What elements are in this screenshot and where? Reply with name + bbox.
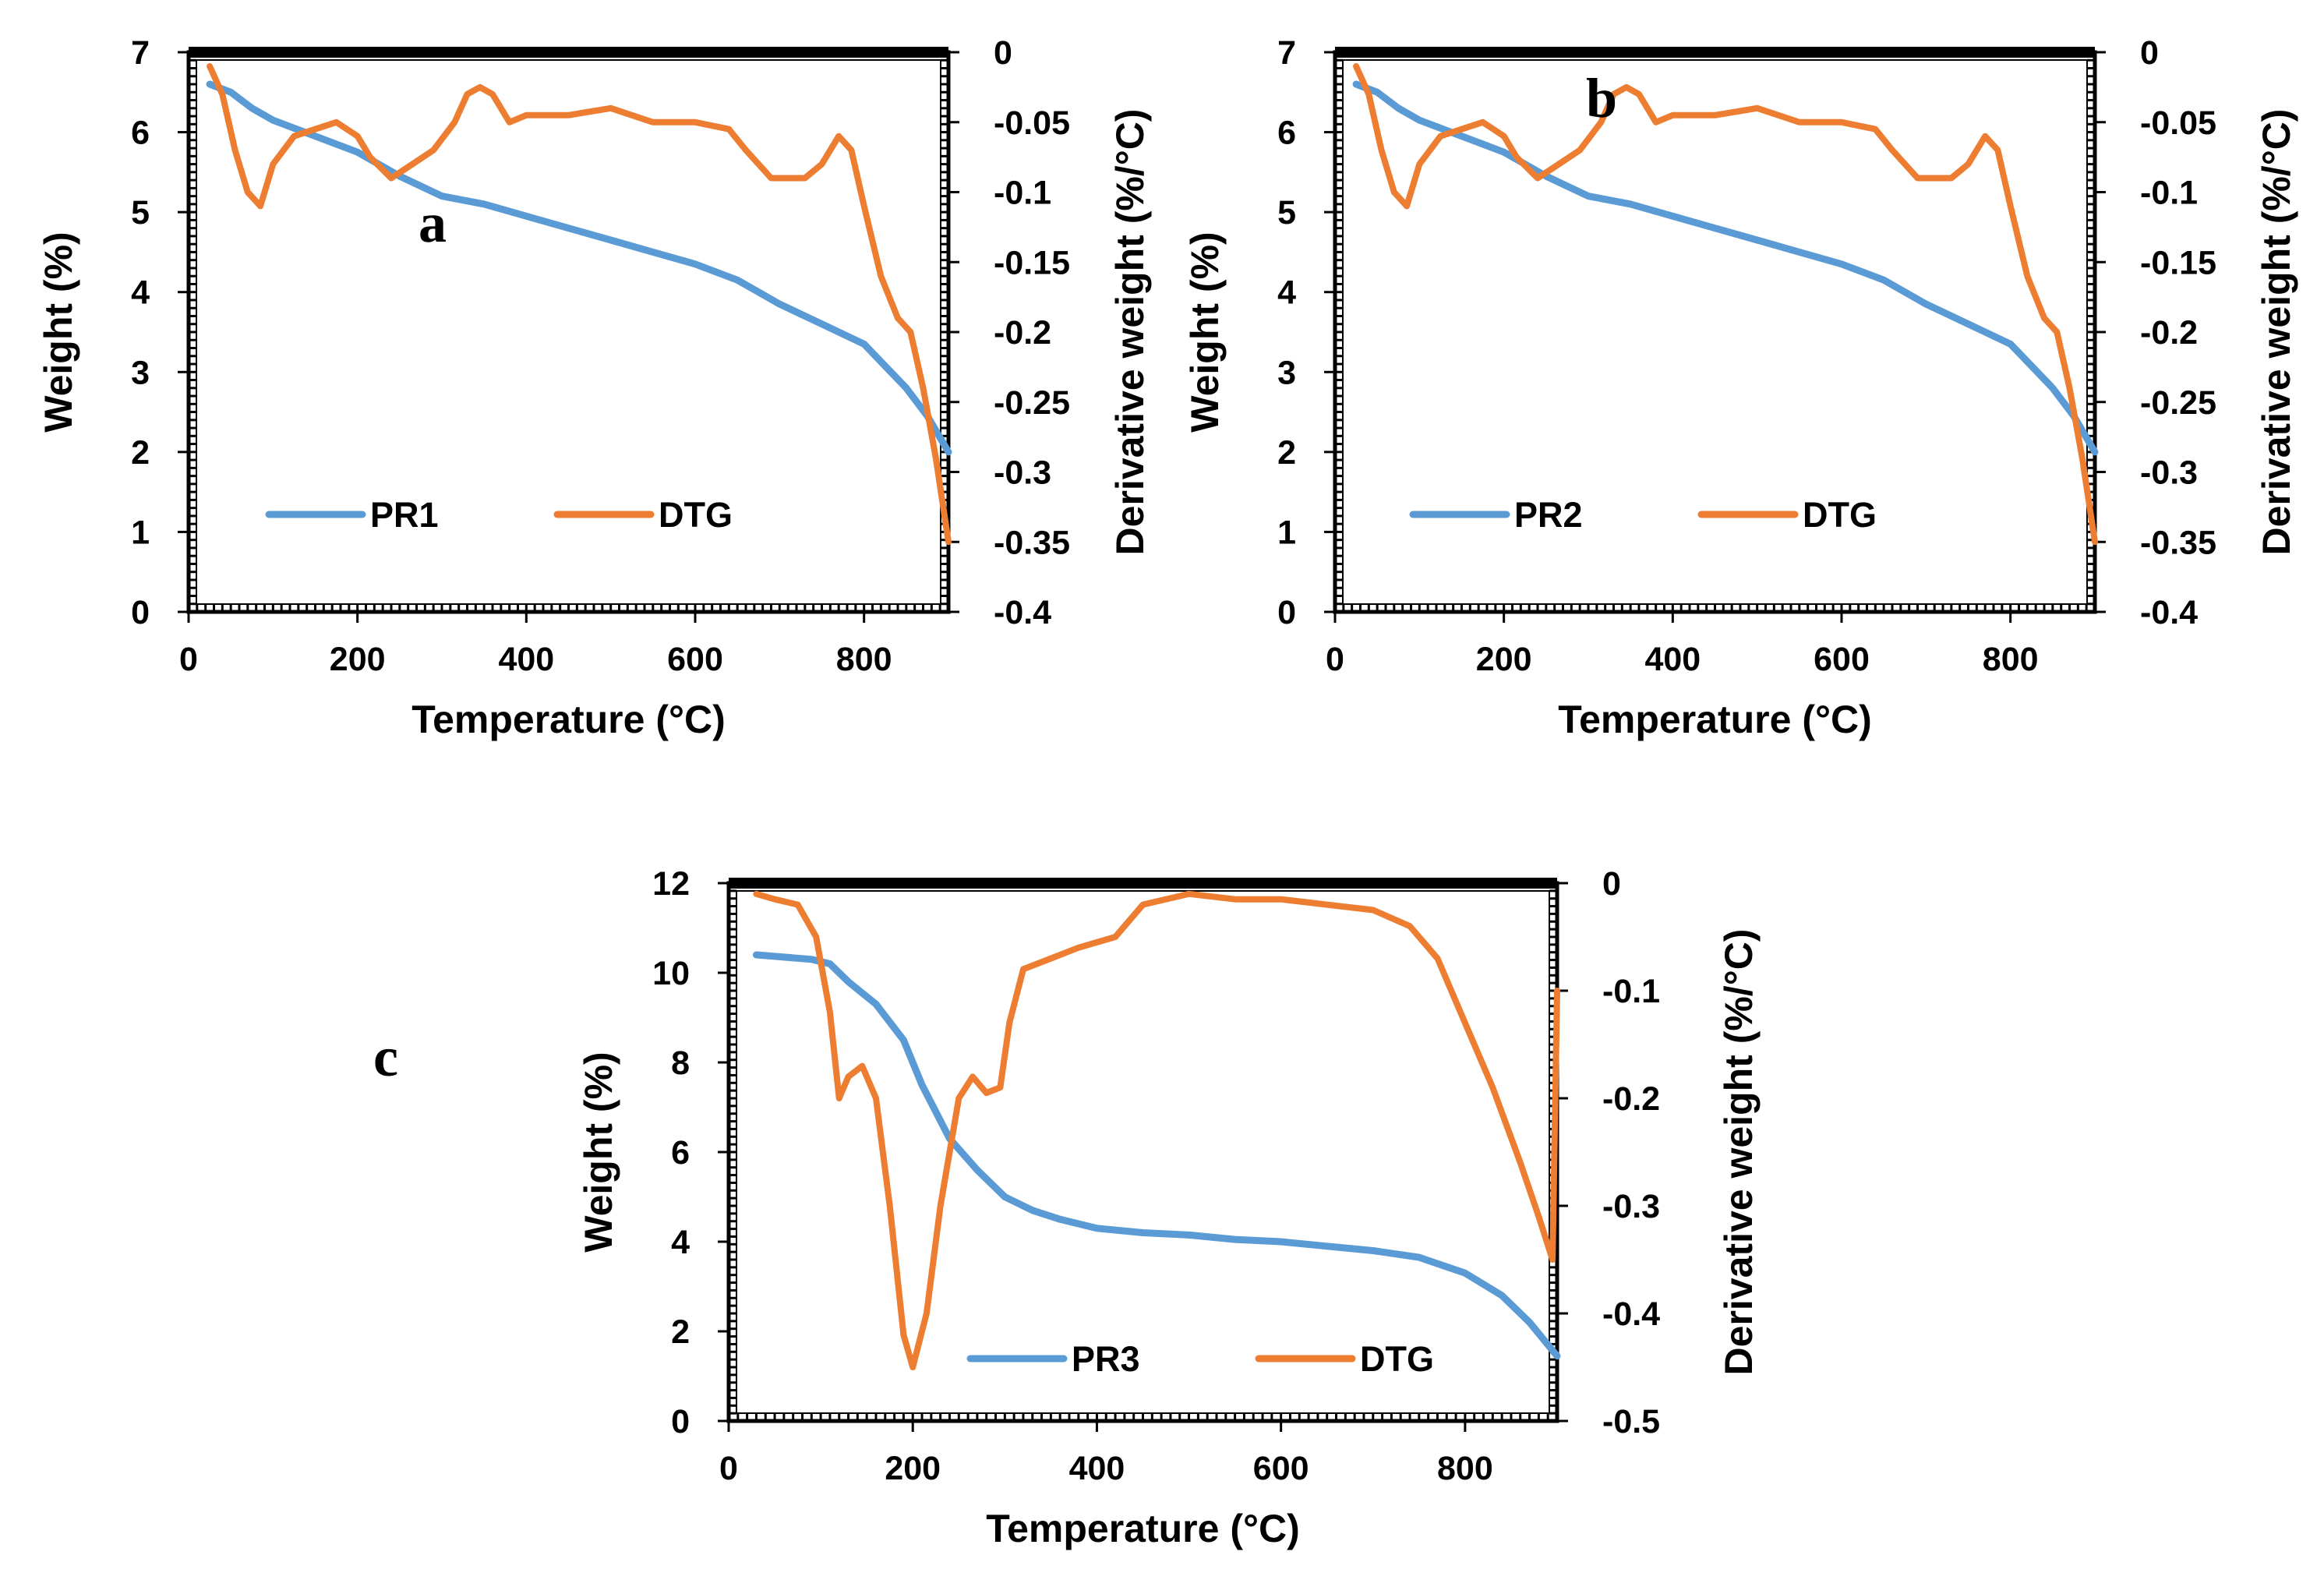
y-tick-label: 7 bbox=[131, 34, 150, 72]
x-tick-label: 200 bbox=[330, 641, 386, 678]
legend-label: PR3 bbox=[1072, 1339, 1140, 1379]
y-tick-label: 10 bbox=[652, 955, 690, 992]
y-tick-label: 0 bbox=[131, 594, 150, 631]
y-tick-label: 1 bbox=[1277, 514, 1296, 551]
legend: PR1 DTG bbox=[265, 495, 733, 535]
legend: PR3 DTG bbox=[966, 1339, 1434, 1379]
x-tick-label: 200 bbox=[885, 1450, 941, 1487]
legend-label: DTG bbox=[659, 495, 733, 535]
y2-tick-label: 0 bbox=[994, 34, 1012, 72]
y2-tick-label: -0.35 bbox=[994, 524, 1070, 561]
y-tick-label: 4 bbox=[131, 274, 150, 312]
y-tick-label: 3 bbox=[131, 354, 150, 391]
y2-axis-title: Derivative weight (%/°C) bbox=[2255, 109, 2298, 556]
y-tick-label: 0 bbox=[671, 1403, 690, 1440]
y2-tick-label: -0.25 bbox=[994, 384, 1070, 422]
y2-tick-label: -0.2 bbox=[1602, 1080, 1660, 1118]
minor-ticks bbox=[187, 51, 950, 613]
y-tick-label: 8 bbox=[671, 1044, 690, 1082]
x-tick-label: 800 bbox=[836, 641, 892, 678]
y2-tick-label: -0.35 bbox=[2140, 524, 2216, 561]
y2-tick-label: -0.3 bbox=[994, 454, 1051, 492]
x-tick-label: 400 bbox=[498, 641, 554, 678]
x-tick-label: 600 bbox=[667, 641, 723, 678]
x-tick-label: 800 bbox=[1983, 641, 2039, 678]
x-tick-label: 600 bbox=[1814, 641, 1870, 678]
x-tick-label: 0 bbox=[179, 641, 198, 678]
x-tick-label: 400 bbox=[1644, 641, 1701, 678]
weight-series-line bbox=[206, 80, 952, 456]
y-tick-label: 4 bbox=[1277, 274, 1296, 312]
x-tick-label: 0 bbox=[719, 1450, 738, 1487]
y-tick-label: 5 bbox=[131, 194, 150, 232]
x-tick-label: 600 bbox=[1253, 1450, 1309, 1487]
weight-series-line bbox=[752, 951, 1561, 1360]
y-axis-title: Weight (%) bbox=[1183, 232, 1227, 432]
y2-tick-label: -0.1 bbox=[994, 175, 1051, 212]
y-tick-label: 7 bbox=[1277, 34, 1296, 72]
y2-tick-label: -0.5 bbox=[1602, 1403, 1660, 1440]
y-tick-label: 2 bbox=[1277, 434, 1296, 472]
y2-tick-label: -0.4 bbox=[2140, 594, 2198, 631]
panel-letter: a bbox=[419, 192, 447, 254]
y-tick-label: 0 bbox=[1277, 594, 1296, 631]
y2-tick-label: -0.15 bbox=[2140, 244, 2216, 281]
legend-label: PR1 bbox=[370, 495, 439, 535]
x-axis-title: Temperature (°C) bbox=[411, 698, 725, 741]
chart-panel-a: 0 200 400 600 800 0 1 2 3 4 5 6 7 0 -0.05 -0.1 -0.15 -0.2… bbox=[37, 34, 1152, 741]
y2-tick-label: -0.15 bbox=[994, 244, 1070, 281]
legend-label: PR2 bbox=[1514, 495, 1583, 535]
x-tick-label: 0 bbox=[1326, 641, 1344, 678]
y-tick-label: 2 bbox=[671, 1313, 690, 1351]
y2-tick-label: 0 bbox=[1602, 865, 1621, 903]
plot-inner-frame bbox=[196, 59, 941, 605]
y-axis-title: Weight (%) bbox=[577, 1052, 620, 1252]
y2-tick-label: -0.2 bbox=[2140, 314, 2198, 352]
weight-series-line bbox=[1352, 80, 2099, 456]
y2-tick-label: 0 bbox=[2140, 34, 2159, 72]
y-tick-label: 6 bbox=[671, 1134, 690, 1172]
y2-axis-title: Derivative weight (%/°C) bbox=[1108, 109, 1152, 556]
y-tick-label: 4 bbox=[671, 1224, 690, 1261]
dtg-series-line bbox=[1353, 63, 2098, 546]
y2-tick-label: -0.25 bbox=[2140, 384, 2216, 422]
plot-inner-frame bbox=[736, 890, 1550, 1414]
minor-ticks bbox=[1333, 51, 2096, 613]
y-tick-label: 5 bbox=[1277, 194, 1296, 232]
y2-tick-label: -0.4 bbox=[1602, 1295, 1660, 1333]
y-tick-label: 2 bbox=[131, 434, 150, 472]
y2-tick-label: -0.05 bbox=[994, 104, 1070, 142]
y2-tick-label: -0.05 bbox=[2140, 104, 2216, 142]
legend: PR2 DTG bbox=[1409, 495, 1877, 535]
panel-letter: c bbox=[373, 1026, 398, 1088]
chart-panel-c: 0 200 400 600 800 0 2 4 6 8 10 12 0 -0.1 -0.2 -0.3 -0.4 -… bbox=[373, 865, 1761, 1550]
y-tick-label: 6 bbox=[131, 115, 150, 152]
y2-tick-label: -0.1 bbox=[1602, 973, 1660, 1010]
x-tick-label: 800 bbox=[1437, 1450, 1493, 1487]
dtg-series-line bbox=[753, 890, 1560, 1370]
y-axis-title: Weight (%) bbox=[37, 232, 80, 432]
y-tick-label: 1 bbox=[131, 514, 150, 551]
y2-tick-label: -0.3 bbox=[1602, 1188, 1660, 1225]
y2-tick-label: -0.4 bbox=[994, 594, 1051, 631]
chart-panel-b: 0 200 400 600 800 0 1 2 3 4 5 6 7 0 -0.05 -0.1 -0.15 -0.2… bbox=[1183, 34, 2298, 741]
y2-tick-label: -0.1 bbox=[2140, 175, 2198, 212]
y-tick-label: 6 bbox=[1277, 115, 1296, 152]
x-axis-title: Temperature (°C) bbox=[1558, 698, 1871, 741]
y2-tick-label: -0.2 bbox=[994, 314, 1051, 352]
x-tick-label: 200 bbox=[1476, 641, 1532, 678]
y-tick-label: 3 bbox=[1277, 354, 1296, 391]
dtg-series-line bbox=[207, 63, 952, 546]
plot-inner-frame bbox=[1342, 59, 2088, 605]
panel-letter: b bbox=[1586, 67, 1617, 129]
y-tick-label: 12 bbox=[652, 865, 690, 903]
y2-axis-title: Derivative weight (%/°C) bbox=[1717, 929, 1761, 1376]
legend-label: DTG bbox=[1803, 495, 1877, 535]
x-tick-label: 400 bbox=[1069, 1450, 1125, 1487]
legend-label: DTG bbox=[1360, 1339, 1434, 1379]
y2-tick-label: -0.3 bbox=[2140, 454, 2198, 492]
x-axis-title: Temperature (°C) bbox=[986, 1507, 1299, 1550]
